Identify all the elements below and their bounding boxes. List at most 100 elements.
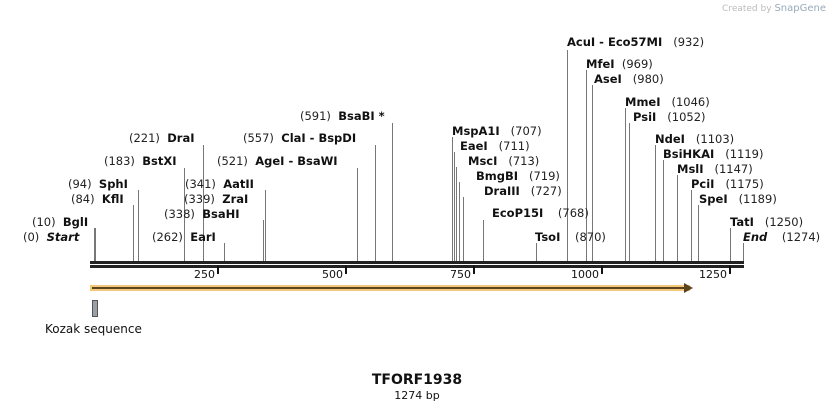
site-label-drai[interactable]: (221) DraI (129, 131, 195, 145)
site-name: AgeI - BsaWI (255, 154, 338, 168)
site-name: AatII (223, 177, 254, 191)
site-pos: (1147) (714, 162, 753, 176)
site-label-clai[interactable]: (557) ClaI - BspDI (243, 131, 356, 145)
tick-500 (345, 266, 347, 274)
site-label-psii[interactable]: PsiI (1052) (633, 110, 706, 124)
tick-label: 750 (450, 268, 471, 281)
site-line (456, 167, 457, 261)
site-name: ClaI - BspDI (281, 131, 357, 145)
watermark-brand: SnapGene (774, 3, 826, 14)
site-label-eaei[interactable]: EaeI (711) (460, 139, 530, 153)
site-name: BmgBI (476, 169, 519, 183)
site-pos: (183) (104, 154, 135, 168)
site-line (452, 137, 453, 261)
site-label-tati[interactable]: TatI (1250) (730, 215, 803, 229)
site-name: EcoP15I (492, 206, 544, 220)
site-line (454, 152, 455, 261)
site-name: BsiHKAI (663, 147, 715, 161)
site-label-msli[interactable]: MslI (1147) (677, 162, 753, 176)
site-line (629, 123, 630, 261)
site-label-agei[interactable]: (521) AgeI - BsaWI (217, 154, 338, 168)
site-label-pcii[interactable]: PciI (1175) (691, 177, 764, 191)
site-name: MfeI (586, 57, 615, 71)
site-pos: (221) (129, 131, 160, 145)
site-label-end[interactable]: End (1274) (743, 230, 820, 244)
site-label-bsahi[interactable]: (338) BsaHI (164, 207, 240, 221)
tick-250 (217, 266, 219, 274)
site-pos: (521) (217, 154, 248, 168)
site-line (663, 160, 664, 261)
site-label-start[interactable]: (0) Start (23, 230, 79, 244)
site-line (95, 228, 96, 261)
orf-arrow[interactable] (90, 285, 690, 291)
sequence-title: TFORF1938 (371, 372, 463, 388)
site-line (133, 205, 134, 261)
site-line (138, 190, 139, 261)
site-pos: (932) (673, 35, 705, 49)
site-name: DraI (167, 131, 195, 145)
site-label-bmgbi[interactable]: BmgBI (719) (476, 169, 560, 183)
watermark-prefix: Created by (722, 4, 772, 14)
site-name: KflI (101, 192, 124, 206)
site-pos: (870) (574, 230, 606, 244)
site-label-msci[interactable]: MscI (713) (468, 154, 539, 168)
site-label-bsihkai[interactable]: BsiHKAI (1119) (663, 147, 764, 161)
site-name: SpeI (699, 192, 728, 206)
site-line (463, 197, 464, 261)
site-label-eari[interactable]: (262) EarI (152, 230, 216, 244)
site-label-aatii[interactable]: (341) AatII (185, 177, 254, 191)
site-name: BglI (62, 215, 89, 229)
site-label-kfli[interactable]: (84) KflI (71, 192, 124, 206)
site-pos: (1046) (671, 95, 710, 109)
snapgene-watermark: Created by SnapGene (722, 3, 826, 14)
site-label-spei[interactable]: SpeI (1189) (699, 192, 777, 206)
site-label-acui[interactable]: AcuI - Eco57MI (932) (567, 35, 704, 49)
site-line (184, 168, 185, 261)
site-line (263, 220, 264, 261)
site-name: MslI (677, 162, 704, 176)
site-name: BsaHI (202, 207, 240, 221)
site-label-zrai[interactable]: (339) ZraI (184, 192, 248, 206)
site-label-tsoi[interactable]: TsoI (870) (535, 230, 606, 244)
site-name: NdeI (655, 132, 685, 146)
site-label-ndei[interactable]: NdeI (1103) (655, 132, 734, 146)
site-label-bgli[interactable]: (10) BglI (32, 215, 88, 229)
site-label-mfei[interactable]: MfeI (969) (586, 57, 653, 71)
site-pos: (1250) (764, 215, 804, 229)
site-label-draiii[interactable]: DraIII (727) (484, 184, 562, 198)
site-pos: (768) (557, 206, 589, 220)
site-name: PsiI (633, 110, 657, 124)
site-name: DraIII (484, 184, 520, 198)
site-line (94, 228, 95, 261)
kozak-label: Kozak sequence (45, 322, 142, 336)
site-label-mspa1i[interactable]: MspA1I (707) (452, 124, 542, 138)
site-line (392, 123, 393, 261)
site-name: AcuI - Eco57MI (567, 35, 663, 49)
site-line (459, 182, 460, 261)
site-line (567, 50, 568, 261)
tick-label: 250 (194, 268, 215, 281)
site-label-ecop15i[interactable]: EcoP15I (768) (492, 206, 589, 220)
site-label-bsabi[interactable]: (591) BsaBI * (300, 109, 385, 123)
site-name: AseI (594, 72, 622, 86)
site-line (691, 190, 692, 261)
site-pos: (84) (71, 192, 95, 206)
site-line (743, 243, 744, 261)
kozak-feature[interactable] (92, 300, 98, 317)
site-pos: (980) (632, 72, 664, 86)
site-pos: (727) (530, 184, 562, 198)
site-line (203, 145, 204, 261)
site-label-sphi[interactable]: (94) SphI (68, 177, 128, 191)
site-label-mmei[interactable]: MmeI (1046) (625, 95, 710, 109)
site-label-bstxi[interactable]: (183) BstXI (104, 154, 177, 168)
site-name: MmeI (625, 95, 661, 109)
site-line (483, 220, 484, 261)
tick-label: 500 (322, 268, 343, 281)
site-pos: (557) (243, 131, 274, 145)
site-label-asei[interactable]: AseI (980) (594, 72, 664, 86)
site-name: Start (46, 230, 80, 244)
site-line (357, 168, 358, 261)
site-pos: (711) (498, 139, 530, 153)
site-name: MspA1I (452, 124, 500, 138)
